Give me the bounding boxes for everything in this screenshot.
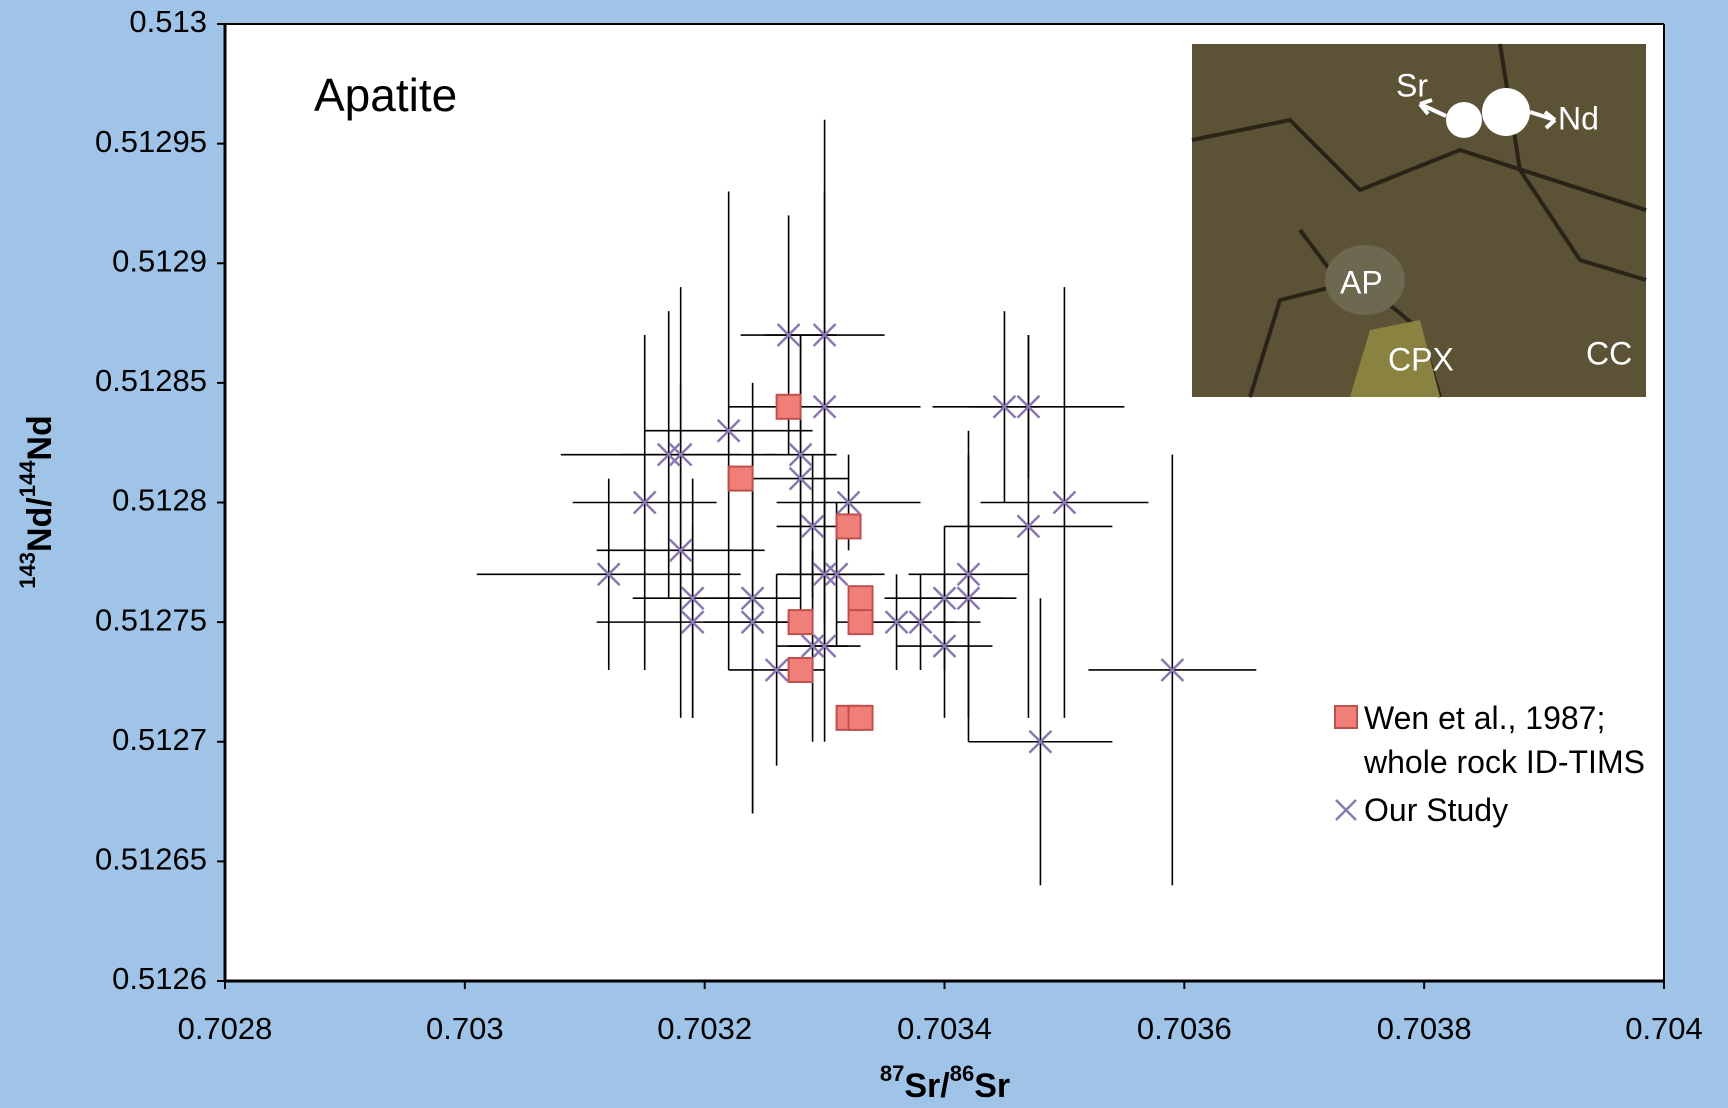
point bbox=[847, 585, 874, 612]
point bbox=[1028, 729, 1053, 754]
y-tick-label: 0.5129 bbox=[112, 243, 207, 278]
point bbox=[908, 610, 933, 635]
point bbox=[812, 562, 837, 587]
point bbox=[812, 634, 837, 658]
point bbox=[932, 586, 957, 611]
y-tick-label: 0.5128 bbox=[112, 483, 207, 518]
axis-label-part: 87 bbox=[880, 1061, 904, 1086]
point bbox=[596, 562, 621, 587]
annotation: Apatite bbox=[314, 69, 457, 121]
inset-label: CPX bbox=[1388, 341, 1454, 377]
inset-label: CC bbox=[1586, 335, 1632, 371]
y-tick-label: 0.51295 bbox=[95, 124, 207, 159]
x-tick-label: 0.7032 bbox=[657, 1011, 752, 1046]
inset-label: Nd bbox=[1558, 100, 1599, 136]
point bbox=[740, 586, 765, 611]
x-tick-label: 0.703 bbox=[426, 1011, 504, 1046]
point bbox=[788, 442, 813, 467]
axis-label-part: 143 bbox=[15, 552, 40, 589]
x-tick-label: 0.7036 bbox=[1137, 1011, 1232, 1046]
legend-label: Wen et al., 1987; whole rock ID-TIMS bbox=[1364, 700, 1645, 780]
y-tick-label: 0.513 bbox=[129, 4, 207, 39]
axis-label-part: 144 bbox=[15, 460, 40, 497]
point bbox=[1052, 490, 1077, 515]
point bbox=[1160, 658, 1185, 682]
y-tick-label: 0.5126 bbox=[112, 961, 207, 996]
axis-label-part: Nd bbox=[21, 415, 59, 460]
point bbox=[776, 323, 801, 347]
y-axis-label: 143Nd/144Nd bbox=[15, 415, 59, 589]
x-tick-label: 0.7028 bbox=[178, 1011, 273, 1046]
point bbox=[680, 586, 705, 611]
point bbox=[847, 704, 874, 731]
inset-label: AP bbox=[1340, 264, 1383, 300]
point bbox=[680, 610, 705, 635]
point bbox=[740, 610, 765, 635]
y-tick-label: 0.51265 bbox=[95, 842, 207, 877]
point bbox=[836, 490, 861, 515]
point bbox=[884, 610, 909, 635]
legend-swatch bbox=[1334, 705, 1358, 729]
point bbox=[1016, 394, 1041, 419]
y-tick-label: 0.51275 bbox=[95, 602, 207, 637]
point bbox=[956, 562, 981, 587]
x-axis-label: 87Sr/86Sr bbox=[880, 1061, 1010, 1105]
point bbox=[775, 393, 802, 420]
legend-label: Our Study bbox=[1364, 792, 1509, 828]
x-tick-label: 0.7034 bbox=[897, 1011, 992, 1046]
axis-label-part: Nd/ bbox=[21, 497, 59, 552]
point bbox=[812, 323, 837, 347]
point bbox=[632, 490, 657, 515]
point bbox=[727, 465, 754, 492]
point bbox=[656, 442, 681, 467]
point bbox=[835, 513, 862, 540]
point bbox=[932, 634, 957, 658]
point bbox=[787, 609, 814, 636]
x-tick-label: 0.7038 bbox=[1377, 1011, 1472, 1046]
point bbox=[1016, 514, 1041, 539]
y-tick-label: 0.51285 bbox=[95, 363, 207, 398]
point bbox=[847, 609, 874, 636]
point bbox=[812, 394, 837, 419]
point bbox=[716, 418, 741, 443]
point bbox=[800, 514, 825, 539]
inset-photo bbox=[1191, 43, 1647, 398]
point bbox=[668, 442, 693, 467]
axis-label-part: Sr/ bbox=[904, 1067, 950, 1105]
y-tick-label: 0.5127 bbox=[112, 722, 207, 757]
axis-label-part: Sr bbox=[974, 1067, 1010, 1105]
point bbox=[992, 394, 1017, 419]
axis-label-part: 86 bbox=[950, 1061, 974, 1086]
point bbox=[788, 466, 813, 491]
point bbox=[764, 658, 789, 682]
point bbox=[668, 538, 693, 563]
legend: Wen et al., 1987; whole rock ID-TIMS Our … bbox=[1364, 696, 1664, 836]
point bbox=[800, 634, 825, 658]
inset-label: Sr bbox=[1396, 67, 1428, 103]
point bbox=[787, 656, 814, 683]
x-tick-label: 0.704 bbox=[1625, 1011, 1703, 1046]
point bbox=[824, 562, 849, 587]
point bbox=[956, 586, 981, 611]
legend-swatch bbox=[1335, 799, 1357, 821]
